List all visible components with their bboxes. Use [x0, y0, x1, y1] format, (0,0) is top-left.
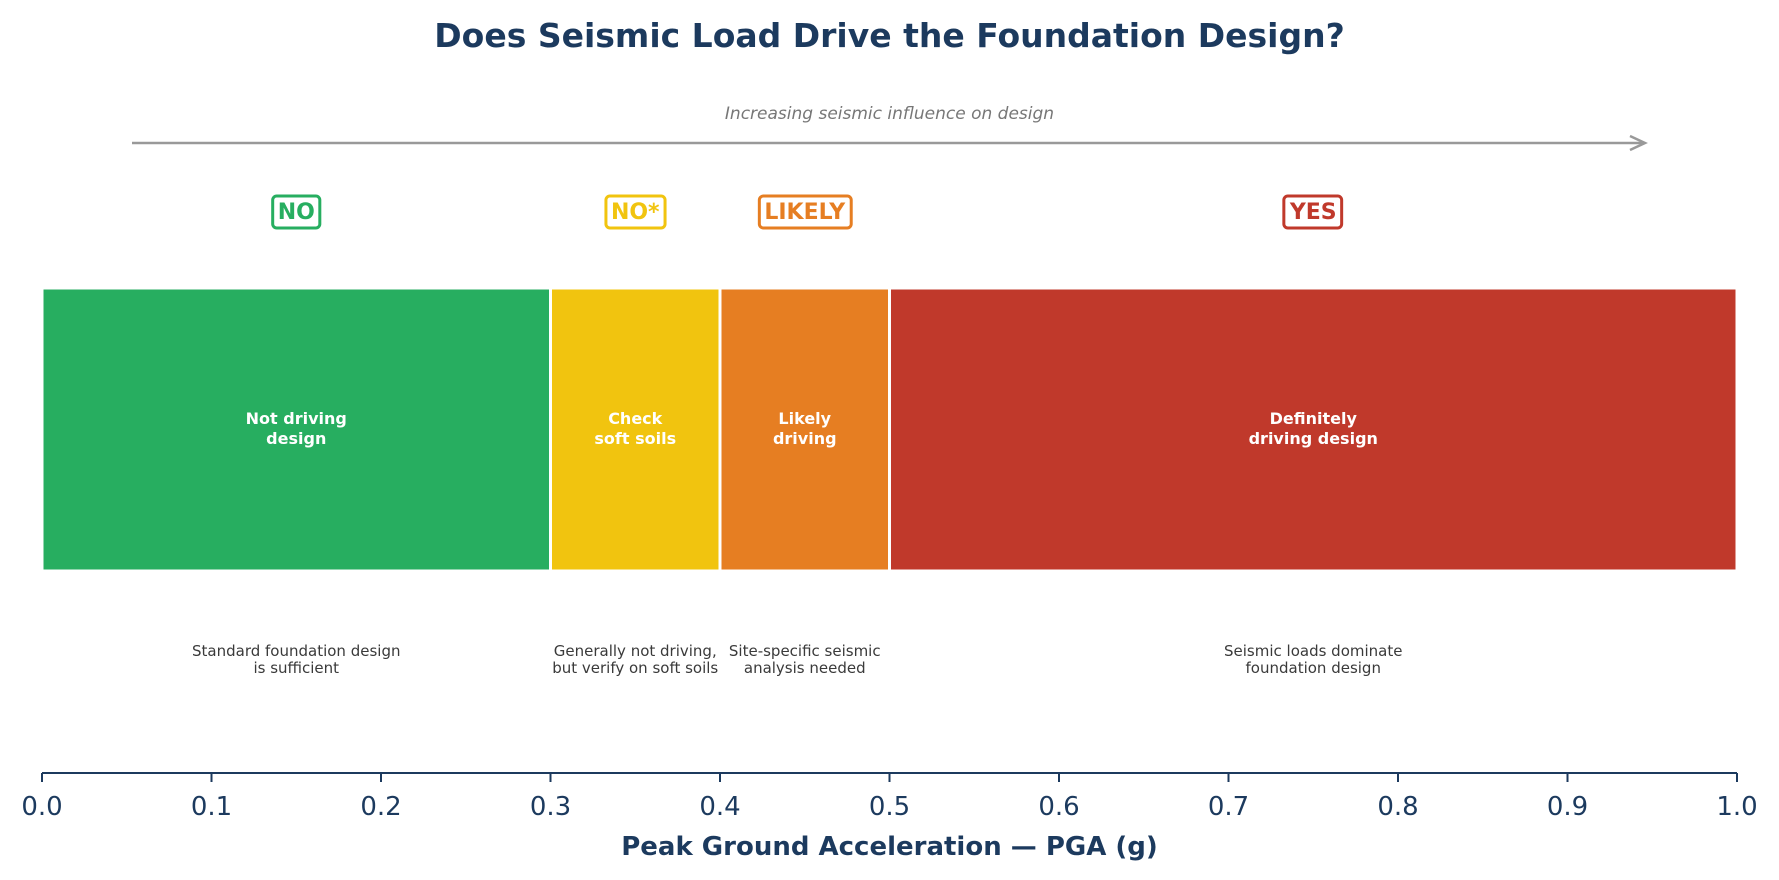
x-tick-label: 0.2 — [360, 792, 401, 822]
segment-note: Seismic loads dominate foundation design — [1224, 642, 1402, 677]
verdict-badges: NO NO* LIKELY YES — [271, 194, 1344, 230]
segment-label: Check soft soils — [594, 409, 676, 448]
x-tick-label: 0.9 — [1547, 792, 1588, 822]
x-axis-label: Peak Ground Acceleration — PGA (g) — [621, 832, 1158, 862]
segment-label: Not driving design — [246, 409, 347, 448]
x-axis: 0.0 0.1 0.2 0.3 0.4 0.5 0.6 0.7 0.8 0.9 1.0 — [21, 772, 1758, 822]
verdict-badge: YES — [1282, 194, 1344, 230]
verdict-badge: NO* — [604, 194, 667, 230]
verdict-box — [1282, 194, 1344, 230]
segment-bars — [40, 286, 1739, 573]
verdict-label: NO — [278, 200, 315, 225]
influence-arrow — [132, 134, 1648, 152]
verdict-badge: LIKELY — [757, 194, 853, 230]
verdict-label: LIKELY — [764, 200, 846, 225]
segment-label: Definitely driving design — [1249, 409, 1378, 448]
chart-title: Does Seismic Load Drive the Foundation D… — [434, 16, 1344, 55]
verdict-label: NO* — [611, 200, 660, 225]
x-tick-label: 1.0 — [1716, 792, 1757, 822]
x-tick-label: 0.6 — [1038, 792, 1079, 822]
segment-bar — [888, 286, 1739, 573]
segment-note: Site-specific seismic analysis needed — [729, 642, 881, 677]
x-tick-label: 0.4 — [699, 792, 740, 822]
segment-label: Likely driving — [773, 409, 837, 448]
verdict-label: YES — [1289, 200, 1337, 225]
x-tick-label: 0.0 — [21, 792, 62, 822]
segment-labels: Not driving design Check soft soils Likely dr… — [246, 409, 1378, 448]
x-tick-label: 0.7 — [1208, 792, 1249, 822]
arrow-head — [1629, 134, 1648, 152]
verdict-box — [271, 194, 322, 230]
x-tick-label: 0.3 — [530, 792, 571, 822]
segment-bar — [718, 286, 891, 573]
verdict-badge: NO — [271, 194, 322, 230]
verdict-box — [757, 194, 853, 230]
x-tick-label: 0.5 — [869, 792, 910, 822]
segment-note: Standard foundation design is sufficient — [192, 642, 400, 677]
verdict-box — [604, 194, 667, 230]
segment-notes: Standard foundation design is sufficient G… — [192, 642, 1402, 677]
chart-subtitle: Increasing seismic influence on design — [725, 104, 1054, 124]
segment-note: Generally not driving, but verify on soft… — [552, 642, 718, 677]
x-tick-label: 0.8 — [1377, 792, 1418, 822]
x-tick-label: 0.1 — [191, 792, 232, 822]
